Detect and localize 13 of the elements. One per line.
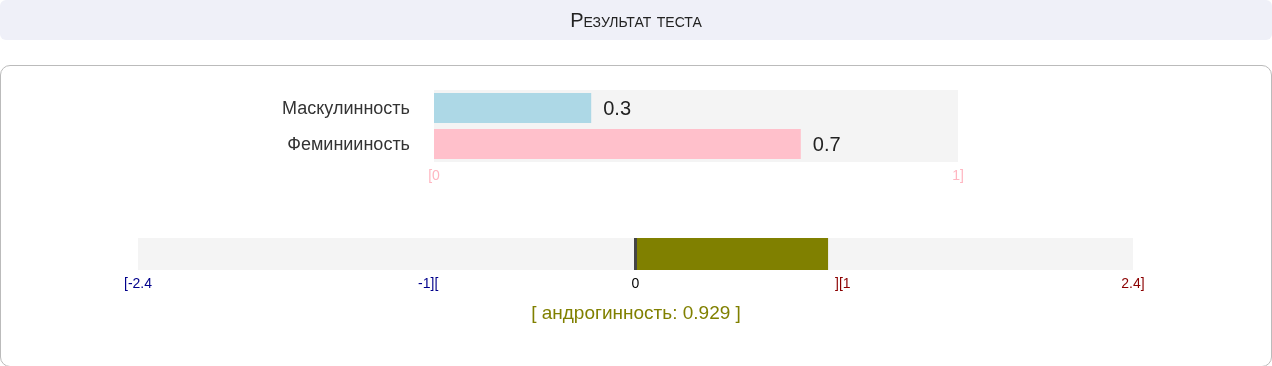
text: [ андрогинность: 0.929 ] <box>530 302 742 324</box>
x-tick-label: -1][ <box>418 275 439 291</box>
x-tick-label: 0 <box>631 275 640 291</box>
x-tick-label: ][1 <box>835 275 851 291</box>
x-tick-label: 1] <box>952 167 964 183</box>
chart-title: Результат теста <box>0 0 1272 40</box>
x-tick-label: [0 <box>428 167 441 183</box>
data-label: 0.7 <box>812 133 841 155</box>
x-tick-label: 2.4] <box>1121 275 1145 291</box>
x-tick-label: [-2.4 <box>123 275 153 291</box>
y-tick-label: Феминииность <box>287 134 410 154</box>
data-label: 0.3 <box>603 97 632 119</box>
y-tick-label: Маскулинность <box>282 98 410 118</box>
